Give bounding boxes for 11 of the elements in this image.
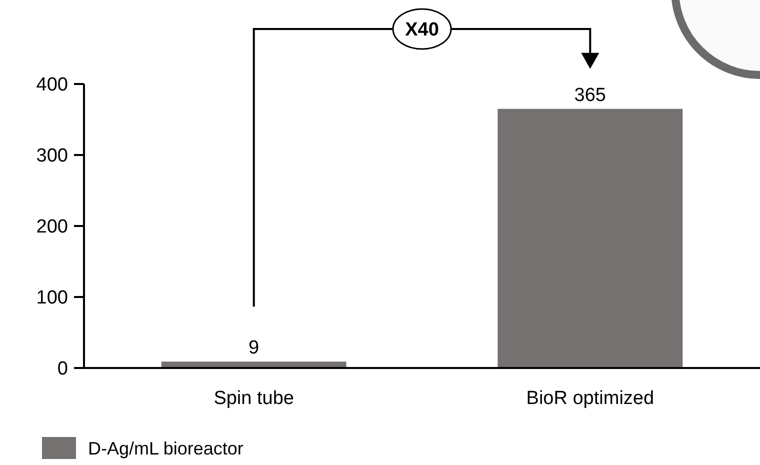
y-tick-label: 100 bbox=[36, 288, 68, 309]
y-tick-label: 400 bbox=[36, 74, 68, 96]
data-label: 365 bbox=[574, 84, 606, 106]
y-tick-label: 300 bbox=[36, 146, 68, 167]
y-tick-label: 0 bbox=[57, 358, 68, 380]
x-tick-label: Spin tube bbox=[214, 388, 294, 409]
x-tick-label: BioR optimized bbox=[526, 388, 654, 409]
legend-label: D-Ag/mL bioreactor bbox=[88, 438, 244, 458]
text: X40 bbox=[405, 20, 439, 41]
data-label: 9 bbox=[248, 338, 260, 359]
y-tick-label: 200 bbox=[36, 216, 68, 238]
